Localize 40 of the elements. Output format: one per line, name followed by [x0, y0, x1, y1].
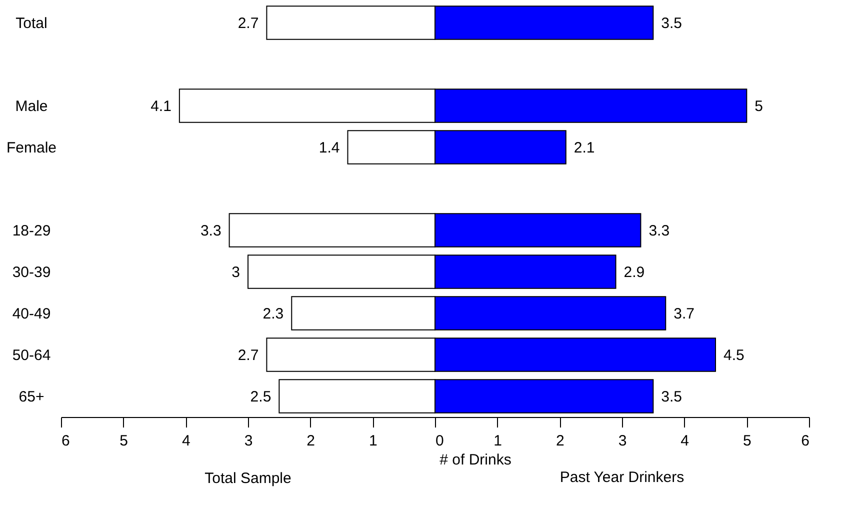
- y-tick-label: 65+: [18, 388, 44, 406]
- data-label: 2.7: [238, 14, 259, 32]
- data-label: 1.4: [318, 139, 340, 156]
- data-label: 2.3: [262, 305, 284, 322]
- y-tick-label: 18-29: [12, 222, 51, 240]
- x-tick-label: 3: [618, 432, 627, 450]
- x-tick-label: 6: [801, 432, 810, 450]
- data-label: 3: [232, 264, 240, 281]
- x-tick-label: 2: [556, 432, 564, 450]
- x-tick-label: 5: [742, 432, 752, 450]
- x-tick-label: 1: [494, 432, 502, 450]
- x-axis-title: # of Drinks: [440, 452, 512, 468]
- y-tick-label: 40-49: [12, 305, 51, 322]
- data-label: 3.3: [648, 222, 670, 240]
- x-tick-label: 1: [368, 432, 378, 450]
- data-label: 2.9: [624, 264, 645, 281]
- text: Total Sample: [204, 470, 292, 487]
- data-label: 5: [754, 98, 764, 115]
- x-tick-label: 4: [680, 432, 690, 450]
- data-label: 3.7: [674, 305, 694, 322]
- x-tick-label: 0: [436, 432, 444, 450]
- data-label: 2.1: [574, 139, 595, 156]
- data-label: 3.3: [200, 222, 222, 240]
- x-tick-label: 2: [306, 432, 316, 450]
- y-tick-label: Total: [16, 14, 48, 32]
- data-label: 4.5: [724, 346, 744, 364]
- data-label: 4.1: [150, 98, 172, 115]
- x-tick-label: 6: [62, 432, 70, 450]
- text: Past Year Drinkers: [560, 469, 684, 486]
- y-tick-label: 30-39: [12, 264, 51, 281]
- y-tick-label: Female: [6, 139, 57, 156]
- y-tick-label: Male: [15, 98, 48, 115]
- data-label: 3.5: [661, 388, 682, 406]
- x-tick-label: 4: [182, 432, 190, 450]
- x-tick-label: 3: [244, 432, 253, 450]
- y-tick-label: 50-64: [12, 346, 51, 364]
- data-label: 2.7: [238, 346, 259, 364]
- data-label: 3.5: [661, 14, 682, 32]
- x-tick-label: 5: [120, 432, 128, 450]
- data-label: 2.5: [250, 388, 272, 406]
